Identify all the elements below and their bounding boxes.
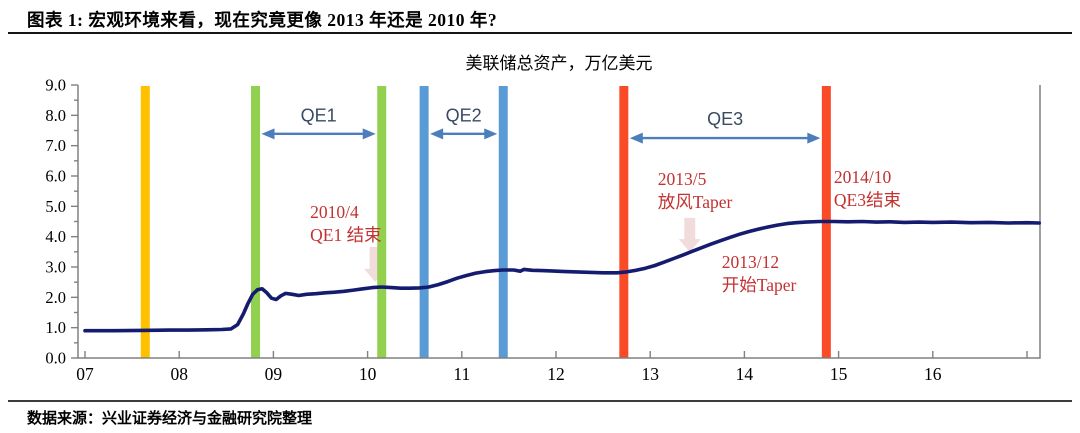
x-tick-label: 12 bbox=[547, 364, 565, 384]
y-tick-label: 9.0 bbox=[45, 76, 66, 95]
x-tick-label: 09 bbox=[265, 364, 283, 384]
x-tick-label: 15 bbox=[830, 364, 848, 384]
qe3-arrowhead-left bbox=[629, 132, 643, 144]
x-tick-label: 10 bbox=[359, 364, 377, 384]
x-tick-label: 14 bbox=[736, 364, 754, 384]
qe2-arrowhead-left bbox=[430, 128, 444, 140]
y-tick-label: 4.0 bbox=[45, 227, 66, 246]
qe1-arrowhead-right bbox=[362, 128, 376, 140]
taper-hint-note: 2013/5 放风Taper bbox=[658, 169, 733, 212]
y-tick-label: 8.0 bbox=[45, 106, 66, 125]
qe2-label: QE2 bbox=[446, 105, 482, 125]
qe3-label: QE3 bbox=[707, 109, 743, 129]
data-source: 数据来源：兴业证券经济与金融研究院整理 bbox=[27, 411, 313, 427]
qe3-end-note-line1: 2014/10 bbox=[834, 167, 892, 187]
taper-hint-down-arrow bbox=[678, 217, 701, 253]
crisis-2007-bar bbox=[140, 86, 150, 358]
qe1-start-bar bbox=[251, 86, 261, 358]
qe1-end-note: 2010/4 QE1 结束 bbox=[310, 202, 381, 245]
y-tick-label: 7.0 bbox=[45, 136, 66, 155]
qe3-start-bar bbox=[619, 86, 629, 358]
qe1-arrowhead-left bbox=[261, 128, 275, 140]
qe3-end-note-line2: QE3结束 bbox=[834, 190, 901, 210]
x-tick-label: 08 bbox=[170, 364, 188, 384]
y-tick-label: 5.0 bbox=[45, 197, 66, 216]
y-tick-label: 3.0 bbox=[45, 258, 66, 277]
fed-assets-line-chart: QE1 QE2 QE3 0.0 1.0 2.0 3.0 4.0 5.0 6.0 7.0 8.0 9.0 0… bbox=[45, 76, 1041, 384]
qe1-end-bar bbox=[377, 86, 387, 358]
qe1-end-note-line2: QE1 结束 bbox=[310, 225, 381, 245]
y-tick-label: 6.0 bbox=[45, 167, 66, 186]
qe3-arrowhead-right bbox=[807, 132, 821, 144]
taper-start-note-line1: 2013/12 bbox=[722, 252, 779, 272]
title-divider bbox=[8, 32, 1072, 34]
taper-hint-note-line1: 2013/5 bbox=[658, 169, 707, 189]
qe2-end-bar bbox=[498, 86, 508, 358]
fed-assets-line bbox=[83, 219, 1041, 333]
qe3-end-note: 2014/10 QE3结束 bbox=[834, 167, 901, 210]
qe2-arrowhead-right bbox=[484, 128, 498, 140]
y-tick-label: 2.0 bbox=[45, 288, 66, 307]
y-tick-label: 1.0 bbox=[45, 318, 66, 337]
taper-hint-note-line2: 放风Taper bbox=[658, 192, 733, 212]
x-tick-label: 07 bbox=[76, 364, 94, 384]
footer-divider bbox=[8, 400, 1072, 402]
x-tick-label: 13 bbox=[641, 364, 659, 384]
x-tick-label: 16 bbox=[924, 364, 942, 384]
taper-start-note-line2: 开始Taper bbox=[722, 275, 797, 295]
taper-start-note: 2013/12 开始Taper bbox=[722, 252, 797, 295]
qe1-end-note-line1: 2010/4 bbox=[310, 202, 359, 222]
qe1-label: QE1 bbox=[301, 105, 337, 125]
figure-title: 图表 1: 宏观环境来看，现在究竟更像 2013 年还是 2010 年? bbox=[27, 10, 498, 30]
x-tick-label: 11 bbox=[453, 364, 470, 384]
chart-title: 美联储总资产，万亿美元 bbox=[465, 54, 653, 73]
y-tick-label: 0.0 bbox=[45, 349, 66, 368]
qe2-start-bar bbox=[419, 86, 429, 358]
